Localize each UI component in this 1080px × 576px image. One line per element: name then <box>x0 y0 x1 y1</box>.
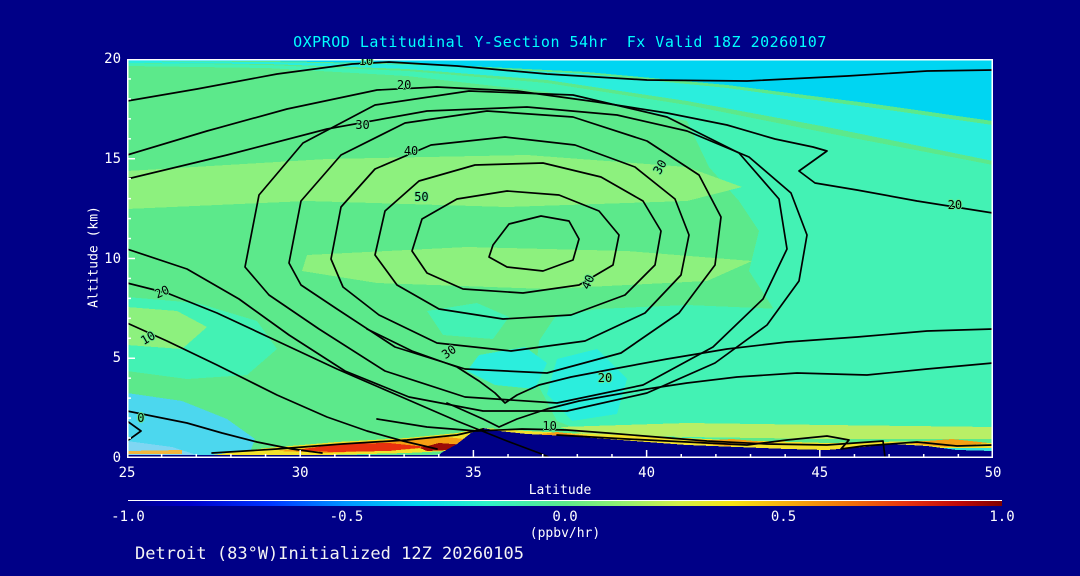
contour-label-10: 10 <box>542 419 557 434</box>
colorbar-tick-label: -1.0 <box>111 509 145 525</box>
colorbar-tick-label: 0.5 <box>770 509 797 525</box>
page-title: OXPROD Latitudinal Y-Section 54hr Fx Val… <box>293 33 827 51</box>
contour-label-20: 20 <box>152 283 172 302</box>
contour-labels-layer: 10 20 30 40 50 30 20 20 10 0 30 20 10 40 <box>127 59 993 458</box>
y-tick-label: 0 <box>112 450 121 466</box>
contour-lines <box>127 61 993 458</box>
colorbar-tick-label: 0.0 <box>552 509 578 525</box>
x-tick-label: 45 <box>811 465 829 481</box>
colorbar-tick-label: 1.0 <box>989 509 1015 525</box>
contour-label-40: 40 <box>578 272 598 292</box>
contour-label-20: 20 <box>396 77 412 92</box>
x-axis-title: Latitude <box>528 483 592 498</box>
footer-annotation: Detroit (83°W)Initialized 12Z 20260105 <box>135 544 524 564</box>
x-tick-label: 40 <box>638 465 656 481</box>
contour-label-20: 20 <box>597 371 613 386</box>
contour-label-0: 0 <box>137 411 145 426</box>
plot-frame <box>127 59 993 458</box>
y-tick-label: 10 <box>104 250 121 267</box>
colorbar-gradient <box>128 500 1002 506</box>
colorbar-unit: (ppbv/hr) <box>529 526 601 541</box>
contour-label-10: 10 <box>138 328 158 348</box>
x-tick-label: 35 <box>464 465 482 481</box>
contour-label-30: 30 <box>650 156 671 177</box>
y-tick-label: 20 <box>104 51 121 67</box>
colorbar-tick-label: -0.5 <box>329 509 364 525</box>
y-tick-label: 5 <box>112 350 121 367</box>
y-tick-label: 15 <box>104 150 121 167</box>
contour-label-50: 50 <box>414 189 429 204</box>
contour-label-10: 10 <box>358 59 374 68</box>
x-tick-label: 30 <box>291 465 309 481</box>
x-tick-label: 50 <box>984 465 1002 481</box>
contour-plot-canvas <box>127 59 993 458</box>
contour-label-40: 40 <box>403 143 419 158</box>
contour-label-20: 20 <box>947 197 963 212</box>
x-tick-label: 25 <box>118 465 136 481</box>
contour-label-30: 30 <box>439 342 460 363</box>
contour-label-30: 30 <box>355 117 370 132</box>
plot-area: 10 20 30 40 50 30 20 20 10 0 30 20 10 40 <box>127 59 993 458</box>
